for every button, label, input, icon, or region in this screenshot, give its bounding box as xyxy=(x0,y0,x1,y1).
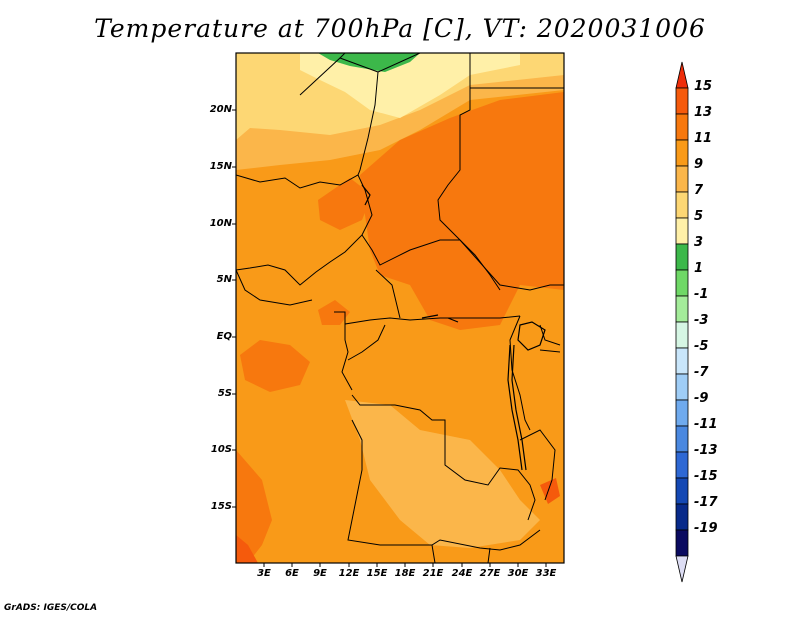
colorbar-label: -1 xyxy=(694,287,709,302)
colorbar-label: -3 xyxy=(694,313,709,328)
map-title: Temperature at 700hPa [C], VT: 202003100… xyxy=(94,14,706,43)
colorbar-segment xyxy=(675,269,689,297)
colorbar-label: -7 xyxy=(694,365,709,380)
grads-credit: GrADS: IGES/COLA xyxy=(4,603,98,613)
country-borders xyxy=(236,53,564,563)
lat-label-15s: 15S xyxy=(210,501,232,512)
lat-label-5n: 5N xyxy=(216,274,232,285)
colorbar-label: 11 xyxy=(694,131,713,146)
lat-label-15n: 15N xyxy=(209,161,232,172)
field-3-5-north xyxy=(300,53,520,118)
field-11-13-gulf xyxy=(240,340,310,392)
lat-label-5s: 5S xyxy=(217,388,232,399)
colorbar-segment xyxy=(675,243,689,271)
colorbar-segment xyxy=(675,191,689,219)
field-7-9-south xyxy=(345,400,540,548)
colorbar-segment xyxy=(675,87,689,115)
colorbar-segment xyxy=(675,217,689,245)
colorbar-segment xyxy=(675,477,689,505)
colorbar-label: -5 xyxy=(694,339,709,354)
colorbar-label: -19 xyxy=(694,521,718,536)
lakes xyxy=(361,184,546,471)
field-11-13-southwest xyxy=(236,450,272,563)
lon-label-27e: 27E xyxy=(479,568,501,579)
colorbar-segment xyxy=(675,113,689,141)
field-11-13-central xyxy=(360,92,564,330)
colorbar-label: 3 xyxy=(694,235,704,250)
colorbar-label: -11 xyxy=(694,417,718,432)
colorbar-label: 5 xyxy=(694,209,704,224)
colorbar-bottom-arrow xyxy=(675,555,689,583)
lon-label-33e: 33E xyxy=(535,568,557,579)
field-11-13-west xyxy=(318,178,372,230)
lon-label-15e: 15E xyxy=(366,568,388,579)
lon-label-24e: 24E xyxy=(451,568,473,579)
lat-label-10s: 10S xyxy=(210,444,232,455)
colorbar-label: -9 xyxy=(694,391,709,406)
colorbar-segment xyxy=(675,139,689,167)
colorbar-label: 15 xyxy=(694,79,713,94)
field-13-15-southwest xyxy=(236,535,258,563)
lon-label-21e: 21E xyxy=(422,568,444,579)
lon-label-12e: 12E xyxy=(338,568,360,579)
lon-ticks xyxy=(263,563,547,567)
colorbar-segment xyxy=(675,295,689,323)
colorbar-segment xyxy=(675,425,689,453)
lon-label-6e: 6E xyxy=(285,568,299,579)
temperature-field xyxy=(236,53,564,563)
lat-ticks xyxy=(232,109,236,508)
colorbar-label: 13 xyxy=(694,105,713,120)
lat-label-10n: 10N xyxy=(209,218,232,229)
colorbar-label: -17 xyxy=(694,495,718,510)
colorbar-label: -13 xyxy=(694,443,718,458)
colorbar-segment xyxy=(675,165,689,193)
colorbar-label: 9 xyxy=(694,157,704,172)
field-13-15-southeast xyxy=(540,478,560,504)
lat-label-20n: 20N xyxy=(209,104,232,115)
colorbar-segment xyxy=(675,321,689,349)
colorbar-segment xyxy=(675,503,689,531)
colorbar-label: 1 xyxy=(694,261,704,276)
colorbar-label: -15 xyxy=(694,469,718,484)
map-frame xyxy=(235,52,565,564)
field-1-3-north xyxy=(318,53,420,72)
colorbar-label: 7 xyxy=(694,183,704,198)
colorbar-segment xyxy=(675,373,689,401)
lon-label-30e: 30E xyxy=(507,568,529,579)
lat-label-eq: EQ xyxy=(216,331,232,342)
lon-label-3e: 3E xyxy=(257,568,271,579)
colorbar xyxy=(675,61,689,583)
colorbar-segment xyxy=(675,399,689,427)
colorbar-segment xyxy=(675,347,689,375)
colorbar-segment xyxy=(675,529,689,557)
lon-label-9e: 9E xyxy=(313,568,327,579)
colorbar-top-arrow xyxy=(675,61,689,89)
colorbar-segment xyxy=(675,451,689,479)
lon-label-18e: 18E xyxy=(394,568,416,579)
